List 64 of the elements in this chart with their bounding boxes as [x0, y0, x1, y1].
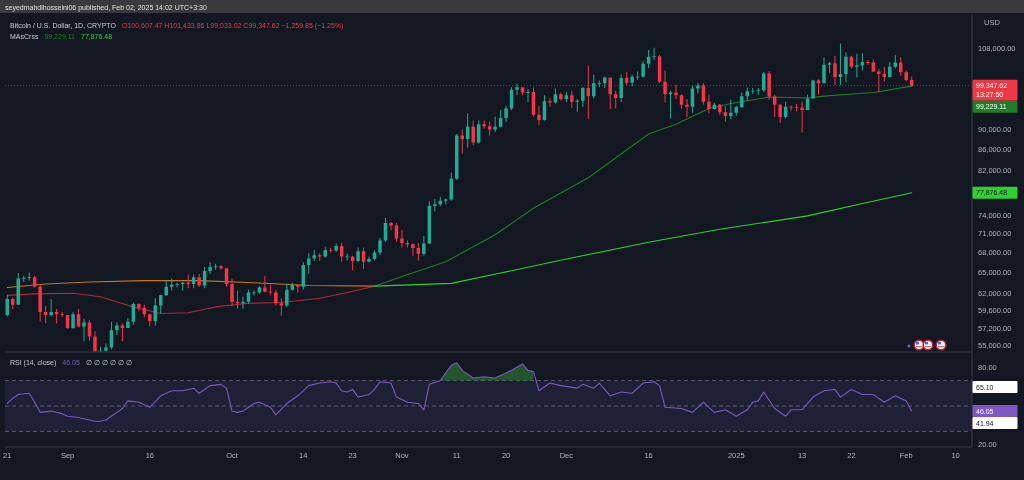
candlestick — [60, 312, 64, 318]
candlestick — [493, 116, 497, 133]
candlestick — [367, 256, 371, 263]
candlestick — [126, 318, 130, 328]
line-series — [373, 85, 913, 287]
candlestick — [411, 243, 415, 256]
candlestick — [575, 99, 580, 112]
candlestick — [345, 253, 349, 261]
candlestick — [159, 294, 163, 314]
candlestick — [175, 282, 179, 288]
candlestick — [855, 53, 859, 78]
candlestick — [433, 198, 437, 212]
line-series — [6, 280, 376, 289]
candlestick — [526, 88, 530, 103]
candlestick — [630, 74, 634, 87]
candlestick — [389, 221, 393, 231]
candlestick — [668, 90, 673, 119]
candlestick — [756, 88, 760, 95]
candlestick — [800, 101, 804, 133]
candlestick — [482, 120, 486, 129]
candlestick — [603, 76, 607, 89]
candlestick — [581, 87, 585, 107]
candlestick — [137, 303, 141, 312]
candlestick — [356, 247, 360, 263]
candlestick — [460, 129, 464, 154]
candlestick — [27, 272, 31, 281]
candlestick — [296, 284, 300, 293]
candlestick — [685, 98, 689, 118]
candlestick — [838, 43, 843, 85]
candlestick — [263, 275, 267, 293]
candlestick — [471, 120, 475, 146]
candlestick — [49, 298, 53, 317]
candlestick — [307, 253, 311, 274]
candlestick — [652, 47, 656, 61]
candlestick — [268, 284, 273, 295]
candlestick — [619, 74, 623, 103]
candlestick — [833, 55, 837, 85]
candlestick — [592, 74, 596, 99]
candlestick — [537, 106, 541, 126]
candlestick — [334, 243, 338, 252]
candlestick — [515, 83, 519, 96]
candlestick — [750, 88, 755, 94]
candlestick — [608, 77, 612, 110]
candlestick — [877, 68, 881, 93]
candlestick — [794, 103, 799, 112]
candlestick — [378, 237, 382, 256]
candlestick — [866, 60, 870, 66]
candlestick — [696, 83, 700, 94]
candlestick — [827, 61, 832, 73]
candlestick — [444, 198, 448, 205]
candlestick — [230, 278, 234, 307]
candlestick — [641, 61, 645, 78]
line-series — [6, 362, 913, 422]
line-series — [373, 192, 913, 287]
candlestick — [559, 92, 563, 101]
candlestick — [570, 90, 574, 109]
candlestick — [38, 284, 42, 322]
candlestick — [208, 262, 212, 274]
candlestick — [729, 99, 733, 119]
candlestick — [11, 297, 15, 310]
candlestick — [328, 248, 333, 253]
candlestick — [789, 105, 793, 111]
candlestick — [548, 97, 552, 107]
candlestick — [71, 312, 75, 329]
